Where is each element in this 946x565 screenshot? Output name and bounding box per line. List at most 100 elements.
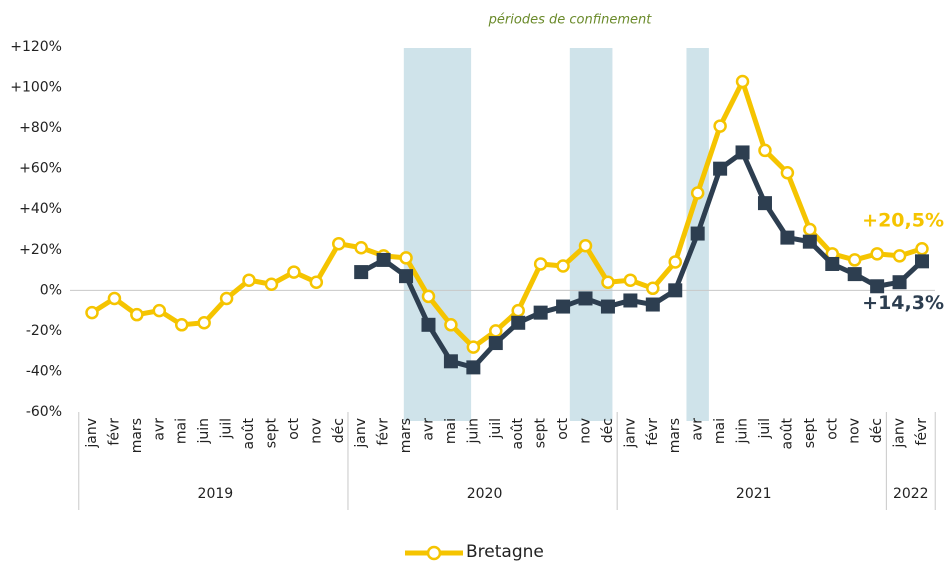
x-tick-label: mai <box>174 418 190 444</box>
year-label: 2021 <box>736 486 772 502</box>
point <box>780 230 795 245</box>
x-tick-label: oct <box>286 418 302 440</box>
point <box>892 249 907 263</box>
point <box>264 277 279 291</box>
point <box>556 299 571 314</box>
point <box>399 269 414 284</box>
point <box>847 267 862 282</box>
point <box>197 316 211 330</box>
point <box>489 324 503 338</box>
year-label: 2019 <box>198 486 234 502</box>
point <box>511 315 526 330</box>
x-tick-label: févr <box>914 418 930 446</box>
point <box>466 340 481 354</box>
x-tick-label: févr <box>106 418 122 446</box>
point <box>757 196 772 211</box>
point <box>309 275 324 289</box>
point <box>601 275 615 289</box>
point <box>354 241 368 255</box>
point <box>735 74 750 89</box>
point <box>287 265 301 279</box>
x-tick-label: août <box>779 417 795 449</box>
x-tick-label: févr <box>376 418 392 446</box>
x-tick-label: sept <box>263 418 279 449</box>
x-tick-label: déc <box>600 418 616 443</box>
point <box>578 238 593 253</box>
point <box>870 247 884 261</box>
x-tick-label: juil <box>488 418 504 440</box>
y-tick-label: -60% <box>26 404 62 420</box>
y-tick-label: +120% <box>10 39 62 55</box>
point <box>376 252 391 267</box>
y-tick-label: -20% <box>26 323 62 339</box>
point <box>107 291 122 306</box>
point <box>511 303 525 318</box>
point <box>219 291 234 306</box>
point <box>668 283 683 298</box>
point <box>645 297 660 312</box>
point <box>803 222 817 237</box>
legend-label: Bretagne <box>466 542 544 562</box>
x-tick-label: oct <box>824 418 840 440</box>
lockdown-band <box>569 48 613 421</box>
x-tick-label: nov <box>578 418 594 444</box>
point <box>488 336 503 351</box>
y-tick-label: +100% <box>10 80 62 96</box>
point <box>443 354 458 369</box>
y-tick-label: +40% <box>19 201 62 217</box>
point <box>870 279 885 294</box>
y-tick-label: -40% <box>26 363 62 379</box>
year-label: 2020 <box>467 486 503 502</box>
x-tick-label: oct <box>555 418 571 440</box>
point <box>780 165 795 180</box>
x-tick-label: août <box>241 417 257 449</box>
y-tick-label: +60% <box>19 161 62 177</box>
y-tick-label: 0% <box>40 282 62 298</box>
x-tick-label: mars <box>398 418 414 453</box>
year-label: 2022 <box>893 486 929 502</box>
x-tick-label: févr <box>645 418 661 446</box>
x-tick-label: janv <box>353 418 369 449</box>
x-tick-label: janv <box>892 418 908 449</box>
point <box>399 251 413 265</box>
point <box>556 259 570 273</box>
x-tick-label: juin <box>465 418 481 445</box>
point <box>802 234 817 249</box>
point <box>847 253 862 267</box>
point <box>735 145 750 160</box>
point <box>533 257 548 271</box>
x-tick-label: mai <box>712 418 728 444</box>
x-tick-label: juil <box>219 418 235 440</box>
point <box>421 289 436 304</box>
x-tick-label: août <box>510 417 526 449</box>
point <box>892 275 907 290</box>
x-tick-label: janv <box>84 418 100 449</box>
x-tick-label: avr <box>420 418 436 441</box>
x-tick-label: mai <box>443 418 459 444</box>
x-tick-label: déc <box>331 418 347 443</box>
point <box>690 226 705 241</box>
x-tick-label: avr <box>690 418 706 441</box>
x-tick-label: janv <box>622 418 638 449</box>
point <box>915 242 929 256</box>
legend-marker <box>426 545 442 561</box>
point <box>152 303 167 318</box>
x-tick-label: nov <box>308 418 324 444</box>
point <box>533 305 548 320</box>
x-tick-label: déc <box>869 418 885 443</box>
point <box>668 255 682 269</box>
y-tick-label: +20% <box>19 242 62 258</box>
point <box>174 318 189 332</box>
point <box>646 281 660 296</box>
point <box>466 360 481 375</box>
x-tick-label: mars <box>129 418 145 453</box>
x-tick-label: juil <box>757 418 773 440</box>
point <box>85 305 99 320</box>
x-tick-label: juin <box>735 418 751 445</box>
point <box>690 186 705 200</box>
point <box>713 161 728 176</box>
point <box>332 236 346 251</box>
annotation: périodes de confinement <box>488 13 653 28</box>
